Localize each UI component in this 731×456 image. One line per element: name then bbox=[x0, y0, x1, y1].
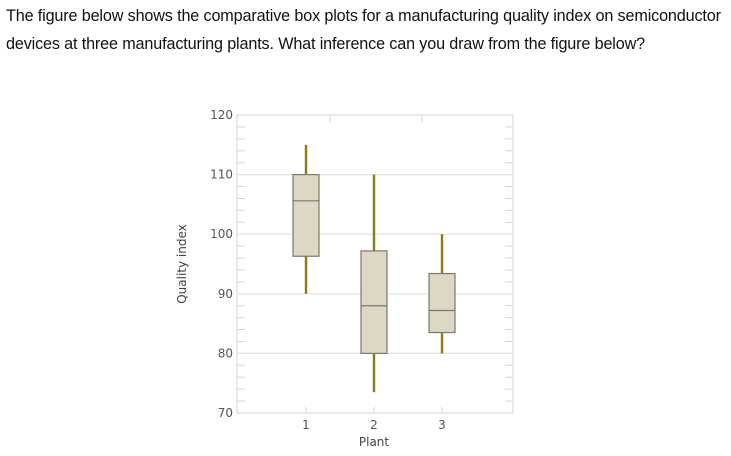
question-text: The figure below shows the comparative b… bbox=[6, 7, 721, 53]
y-axis-title: Quality index bbox=[175, 224, 189, 304]
box-plant-3 bbox=[428, 272, 456, 334]
x-tick-label: 2 bbox=[370, 418, 378, 432]
y-tick-label: 100 bbox=[210, 227, 233, 241]
y-tick-label: 90 bbox=[218, 287, 233, 301]
y-tick-label: 110 bbox=[210, 168, 233, 182]
x-tick-label: 1 bbox=[302, 418, 310, 432]
y-tick-label: 120 bbox=[210, 108, 233, 122]
y-tick-label: 80 bbox=[218, 346, 233, 360]
plot-frame bbox=[236, 114, 514, 414]
y-tick-label: 70 bbox=[218, 406, 233, 420]
x-tick-label: 3 bbox=[438, 418, 446, 432]
x-axis-title: Plant bbox=[359, 435, 390, 449]
box-plant-1 bbox=[292, 174, 320, 257]
box-plant-2 bbox=[360, 250, 388, 355]
